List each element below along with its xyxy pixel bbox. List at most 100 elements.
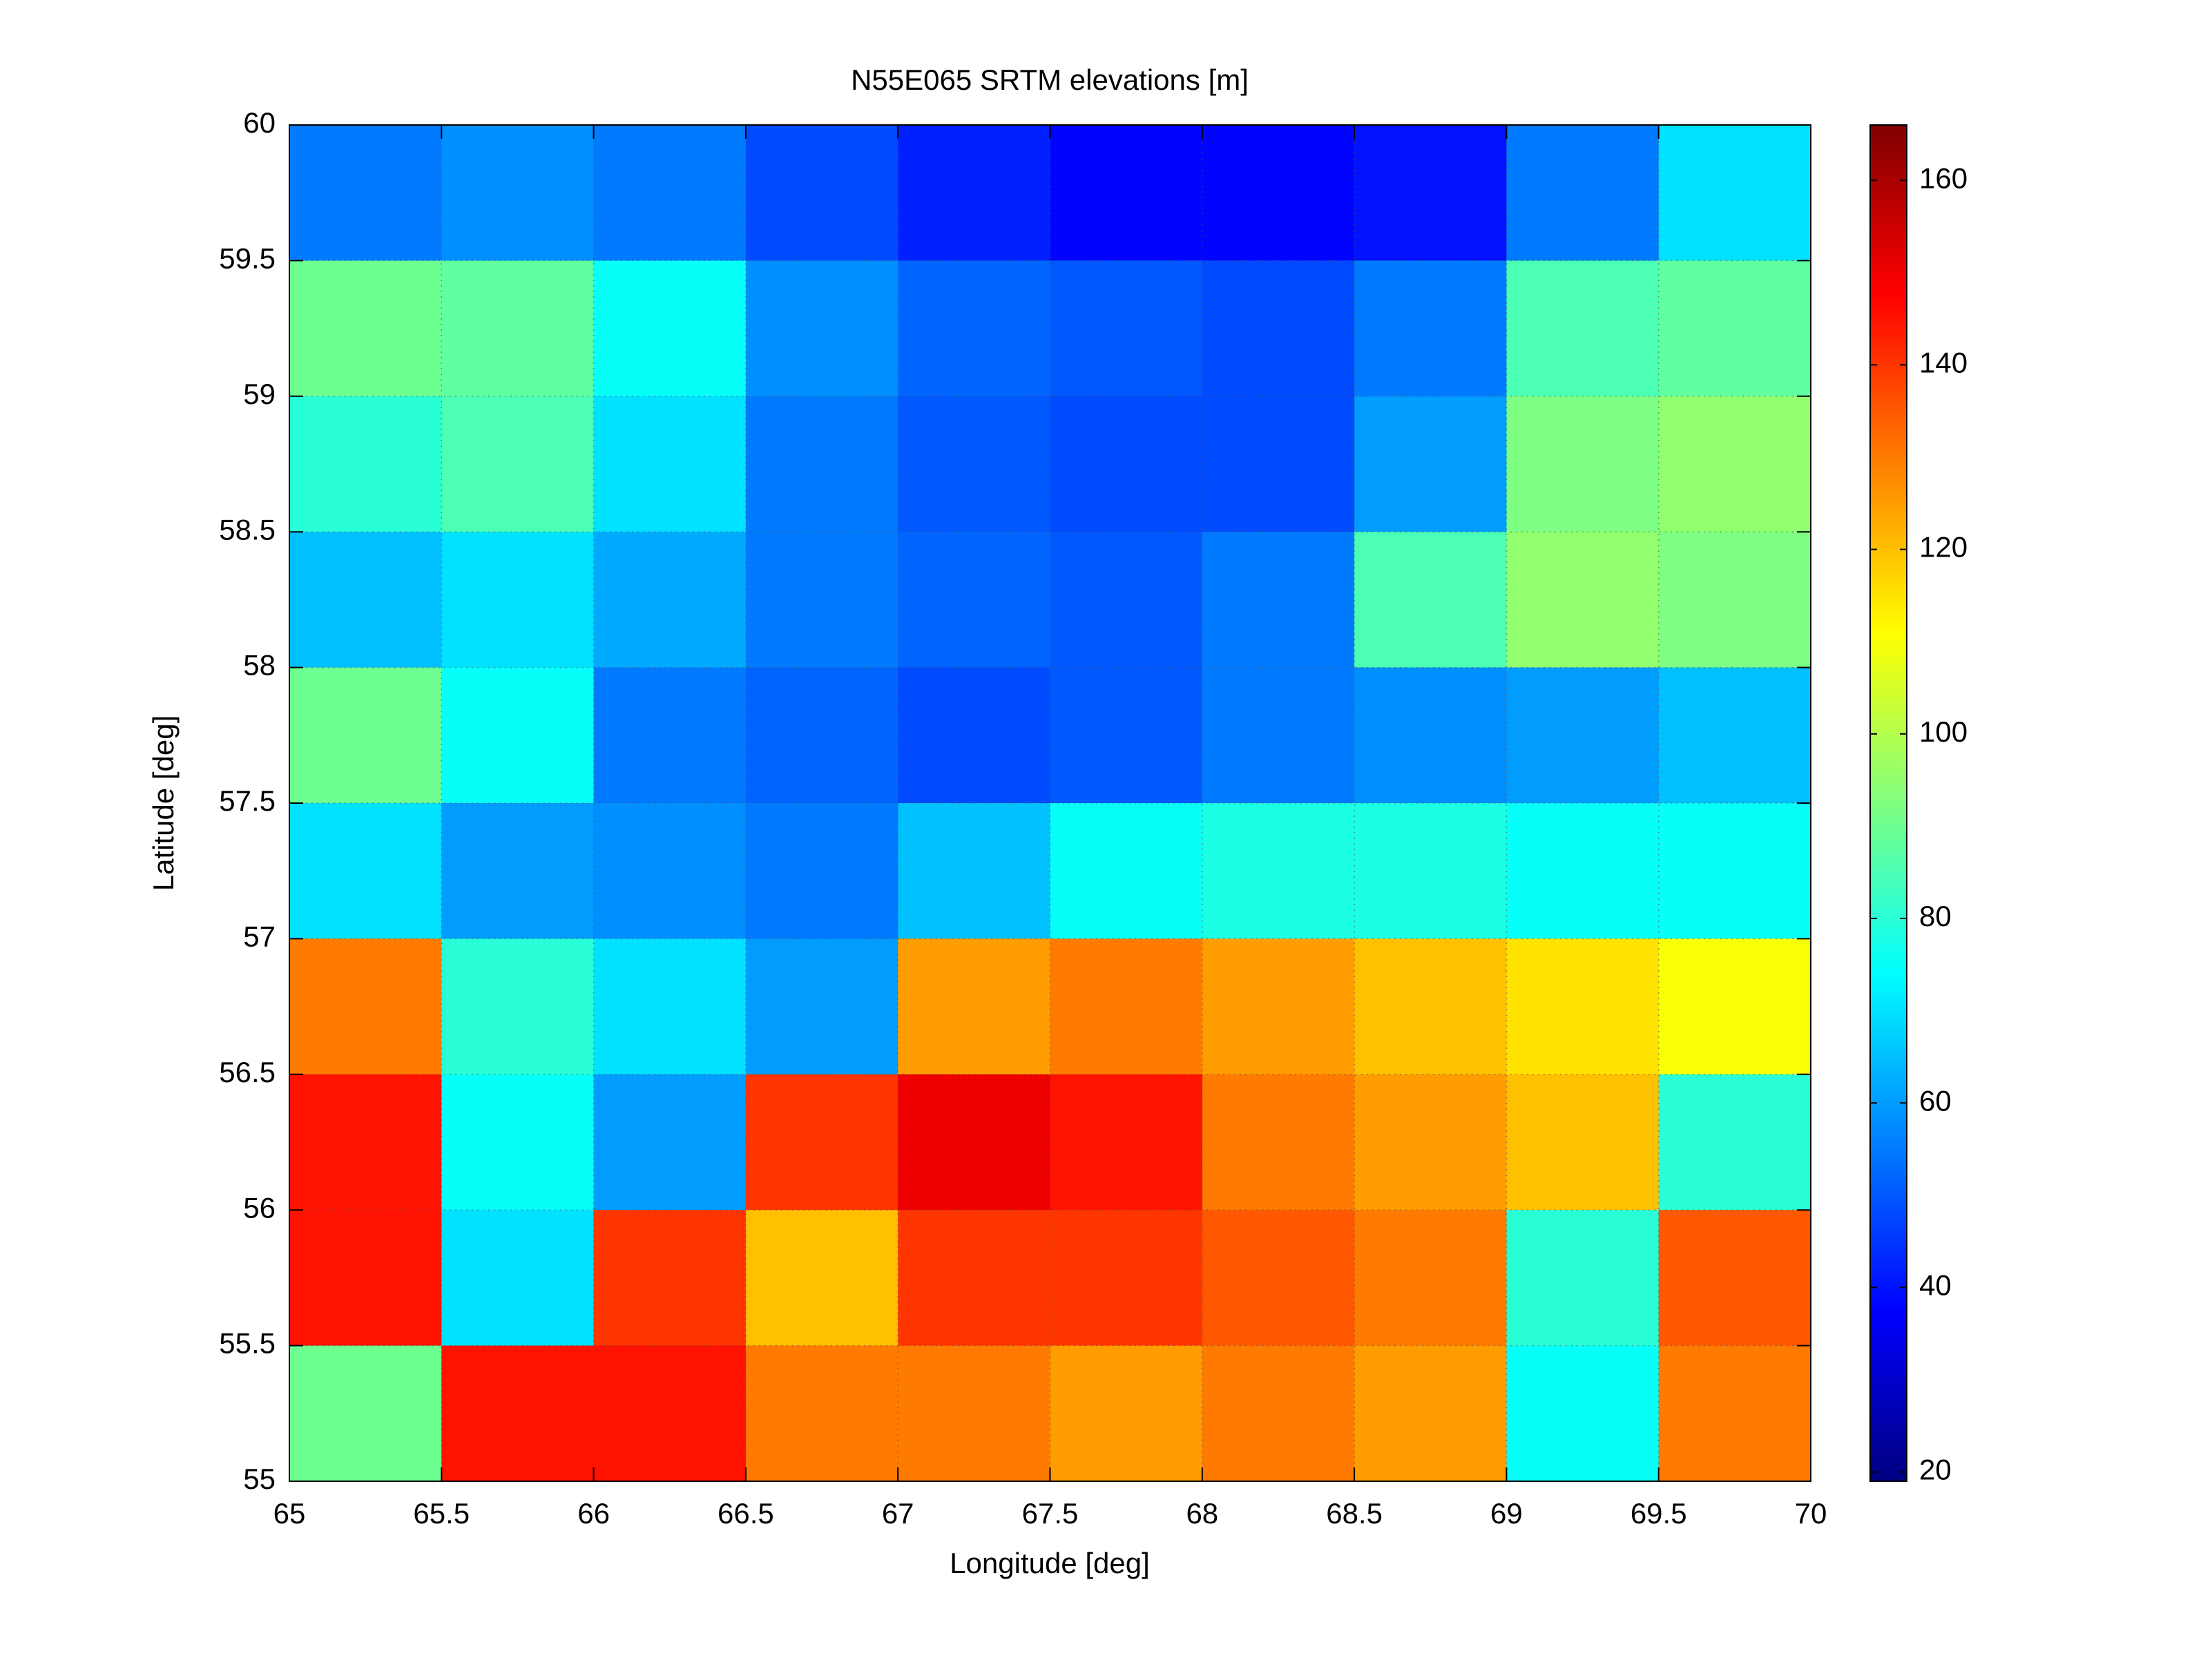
heatmap-cell — [745, 396, 898, 532]
heatmap-cell — [898, 125, 1050, 261]
heatmap-cell — [745, 260, 898, 397]
y-tick-label: 58.5 — [219, 513, 276, 546]
colorbar-tick-label: 20 — [1919, 1454, 1952, 1486]
heatmap-cell — [898, 938, 1050, 1075]
heatmap-cell — [1202, 667, 1355, 804]
heatmap-cell — [1050, 667, 1203, 804]
heatmap-cell — [1050, 260, 1203, 397]
x-tick-label: 67.5 — [1022, 1497, 1079, 1530]
heatmap-cell — [593, 532, 747, 668]
heatmap-cell — [1658, 1074, 1811, 1211]
heatmap-cell — [898, 667, 1050, 804]
heatmap-cell — [1050, 1074, 1203, 1211]
heatmap-cell — [1354, 396, 1507, 532]
heatmap-cell — [745, 1074, 898, 1211]
y-tick-label: 59.5 — [219, 242, 276, 274]
colorbar-tick-label: 140 — [1919, 346, 1968, 378]
heatmap-cell — [1506, 1210, 1660, 1347]
y-tick-label: 59 — [243, 378, 276, 410]
heatmap-cell — [1202, 1210, 1355, 1347]
y-tick-label: 56.5 — [219, 1056, 276, 1088]
heatmap-cell — [1202, 125, 1355, 261]
heatmap-cell — [1658, 125, 1811, 261]
heatmap-cell — [1050, 396, 1203, 532]
heatmap-cell — [1354, 260, 1507, 397]
heatmap-cell — [1658, 260, 1811, 397]
y-tick-label: 57.5 — [219, 784, 276, 817]
y-tick-label: 58 — [243, 649, 276, 682]
heatmap-cell — [1506, 667, 1660, 804]
heatmap-cell — [745, 667, 898, 804]
heatmap-cell — [1050, 1345, 1203, 1481]
heatmap-cell — [1202, 1345, 1355, 1481]
heatmap-cell — [441, 1210, 595, 1347]
x-tick-label: 65 — [273, 1497, 306, 1530]
colorbar-tick-label: 80 — [1919, 900, 1952, 932]
heatmap-cell — [1658, 396, 1811, 532]
x-axis-label: Longitude [deg] — [950, 1547, 1150, 1579]
heatmap-cell — [289, 1074, 442, 1211]
chart-title: N55E065 SRTM elevations [m] — [851, 64, 1249, 96]
heatmap-cell — [289, 396, 442, 532]
x-tick-label: 65.5 — [413, 1497, 470, 1530]
x-tick-label: 68 — [1186, 1497, 1218, 1530]
x-tick-label: 66 — [577, 1497, 610, 1530]
heatmap-cell — [289, 260, 442, 397]
colorbar-tick-label: 60 — [1919, 1084, 1952, 1117]
heatmap-cell — [289, 667, 442, 804]
heatmap-cell — [593, 1210, 747, 1347]
heatmap-cell — [898, 803, 1050, 939]
heatmap-cell — [441, 396, 595, 532]
heatmap-cell — [745, 532, 898, 668]
heatmap-cell — [441, 260, 595, 397]
y-axis-label: Latitude [deg] — [147, 715, 180, 891]
heatmap-cell — [1354, 125, 1507, 261]
heatmap-cell — [1506, 803, 1660, 939]
heatmap-cell — [1202, 938, 1355, 1075]
heatmap-cell — [1050, 125, 1203, 261]
heatmap-cell — [1202, 396, 1355, 532]
heatmap-cell — [1658, 532, 1811, 668]
heatmap-cell — [593, 803, 747, 939]
heatmap-cell — [1506, 260, 1660, 397]
heatmap-cell — [441, 938, 595, 1075]
colorbar-tick-label: 120 — [1919, 531, 1968, 563]
heatmap-cell — [1506, 125, 1660, 261]
heatmap-cell — [745, 803, 898, 939]
heatmap-cell — [441, 667, 595, 804]
x-tick-label: 67 — [882, 1497, 914, 1530]
heatmap-cell — [898, 1345, 1050, 1481]
heatmap-cell — [745, 1210, 898, 1347]
x-tick-label: 66.5 — [718, 1497, 774, 1530]
heatmap-cell — [1658, 1345, 1811, 1481]
heatmap-cell — [1050, 803, 1203, 939]
heatmap-cell — [1506, 1345, 1660, 1481]
heatmap-cell — [1354, 532, 1507, 668]
heatmap-cell — [289, 125, 442, 261]
heatmap-cell — [289, 1210, 442, 1347]
heatmap-cell — [289, 803, 442, 939]
y-tick-label: 55.5 — [219, 1327, 276, 1360]
plot-frame — [289, 124, 1811, 1482]
heatmap-cell — [1658, 667, 1811, 804]
colorbar-tick-label: 160 — [1919, 162, 1968, 194]
heatmap-cell — [593, 667, 747, 804]
heatmap-cell — [441, 125, 595, 261]
heatmap-cell — [1506, 938, 1660, 1075]
heatmap-cell — [1354, 803, 1507, 939]
x-tick-label: 69.5 — [1631, 1497, 1687, 1530]
x-tick-label: 70 — [1795, 1497, 1827, 1530]
heatmap-cell — [1506, 396, 1660, 532]
heatmap-cell — [289, 1345, 442, 1481]
heatmap-cell — [441, 1345, 595, 1481]
x-tick-label: 69 — [1490, 1497, 1523, 1530]
colorbar — [1869, 124, 1907, 1482]
heatmap-cell — [1354, 1210, 1507, 1347]
heatmap-cell — [289, 938, 442, 1075]
heatmap-cell — [898, 532, 1050, 668]
y-tick-label: 57 — [243, 920, 276, 952]
heatmap-cell — [1202, 260, 1355, 397]
heatmap-cell — [1354, 667, 1507, 804]
y-tick-label: 60 — [243, 106, 276, 139]
